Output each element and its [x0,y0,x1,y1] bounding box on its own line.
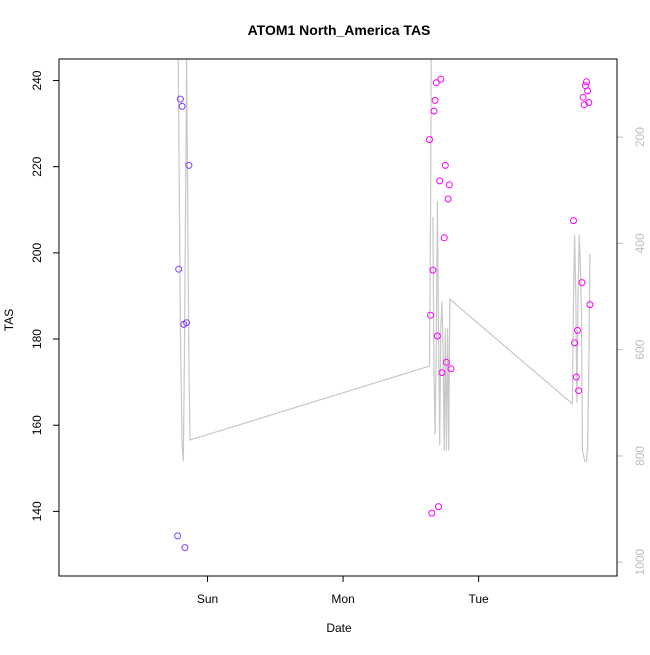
data-point [575,387,583,395]
data-point [579,93,587,101]
data-point [584,87,592,95]
data-point [572,373,580,381]
y-tick-label: 220 [30,156,44,176]
plot-frame [58,58,618,577]
data-point [185,161,193,169]
y2-tick-label: 400 [633,233,647,253]
altitude-line-segment-2 [432,200,591,462]
y-axis-label: TAS [2,309,16,331]
data-point [435,503,442,511]
y2-tick-label: 1000 [633,549,647,576]
altitude-line-segment-1 [177,59,432,462]
data-point [578,279,586,287]
data-point [432,79,440,87]
data-point [438,369,446,377]
y2-tick-label: 800 [633,446,647,466]
data-point [174,532,182,540]
data-point [436,177,444,185]
data-point [586,301,594,309]
data-point [429,266,437,274]
data-point [585,99,593,106]
data-point [447,365,455,373]
data-point [426,136,433,144]
data-point [570,217,577,225]
data-point [441,161,449,169]
data-point [437,75,445,83]
y-tick-label: 140 [30,501,44,521]
y-tick-label: 200 [30,243,44,263]
data-point [431,96,439,104]
data-point [445,181,453,189]
x-tick-label: Tue [469,592,490,606]
data-point [181,544,189,552]
data-point [444,195,452,203]
data-point [175,265,183,273]
data-point [428,509,436,517]
y2-tick-label: 600 [633,339,647,359]
data-point [440,234,448,242]
data-point [571,339,579,347]
chart-title: ATOM1 North_America TAS [248,22,431,38]
x-tick-label: Sun [197,592,218,606]
axes-layer: 140 160 180 200 220 240 Sun Mon Tue 200 400 600 800 1… [30,70,647,606]
line-layer [177,59,591,462]
data-point [574,326,581,334]
x-tick-label: Mon [331,592,354,606]
data-point [442,358,450,366]
x-axis-label: Date [326,621,352,635]
data-point [583,78,590,86]
data-point [176,95,184,103]
data-point [178,102,186,110]
y-tick-label: 180 [30,329,44,349]
y-tick-label: 160 [30,415,44,435]
y-tick-label: 240 [30,70,44,90]
data-point [430,107,438,115]
points-layer [174,75,594,552]
data-point [433,332,441,340]
y2-tick-label: 200 [633,127,647,147]
data-point [427,311,435,319]
data-point [183,319,191,327]
